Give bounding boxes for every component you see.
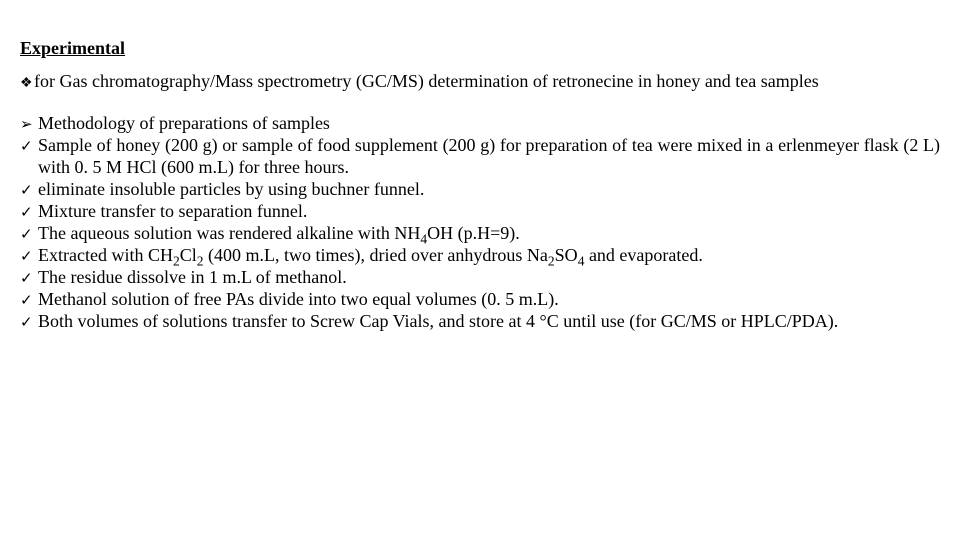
list-item-text: Mixture transfer to separation funnel. [38, 201, 940, 223]
list-item: ➢Methodology of preparations of samples [20, 113, 940, 135]
list-item-text: Both volumes of solutions transfer to Sc… [38, 311, 940, 333]
list-item: ✓eliminate insoluble particles by using … [20, 179, 940, 201]
subtitle-row: ❖ for Gas chromatography/Mass spectromet… [20, 71, 940, 93]
section-title: Experimental [20, 38, 940, 59]
check-bullet-icon: ✓ [20, 182, 38, 200]
list-item-text: eliminate insoluble particles by using b… [38, 179, 940, 201]
list-item-text: The aqueous solution was rendered alkali… [38, 223, 940, 245]
check-bullet-icon: ✓ [20, 138, 38, 156]
list-item: ✓Both volumes of solutions transfer to S… [20, 311, 940, 333]
list-item: ✓Extracted with CH2Cl2 (400 m.L, two tim… [20, 245, 940, 267]
list-item: ✓ Methanol solution of free PAs divide i… [20, 289, 940, 311]
check-bullet-icon: ✓ [20, 270, 38, 288]
list-item-text: Extracted with CH2Cl2 (400 m.L, two time… [38, 245, 940, 267]
diamond-bullet-icon: ❖ [20, 75, 34, 93]
check-bullet-icon: ✓ [20, 204, 38, 222]
list-item-text: The residue dissolve in 1 m.L of methano… [38, 267, 940, 289]
check-bullet-icon: ✓ [20, 292, 38, 310]
check-bullet-icon: ✓ [20, 314, 38, 332]
list-item: ✓The aqueous solution was rendered alkal… [20, 223, 940, 245]
subtitle-text: for Gas chromatography/Mass spectrometry… [34, 71, 940, 92]
methodology-list: ➢Methodology of preparations of samples✓… [20, 113, 940, 333]
list-item-text: Methanol solution of free PAs divide int… [38, 289, 940, 311]
list-item: ✓Mixture transfer to separation funnel. [20, 201, 940, 223]
list-item: ✓The residue dissolve in 1 m.L of methan… [20, 267, 940, 289]
check-bullet-icon: ✓ [20, 248, 38, 266]
check-bullet-icon: ✓ [20, 226, 38, 244]
list-item: ✓Sample of honey (200 g) or sample of fo… [20, 135, 940, 179]
list-item-text: Methodology of preparations of samples [38, 113, 940, 135]
list-item-text: Sample of honey (200 g) or sample of foo… [38, 135, 940, 179]
arrow-bullet-icon: ➢ [20, 116, 38, 134]
